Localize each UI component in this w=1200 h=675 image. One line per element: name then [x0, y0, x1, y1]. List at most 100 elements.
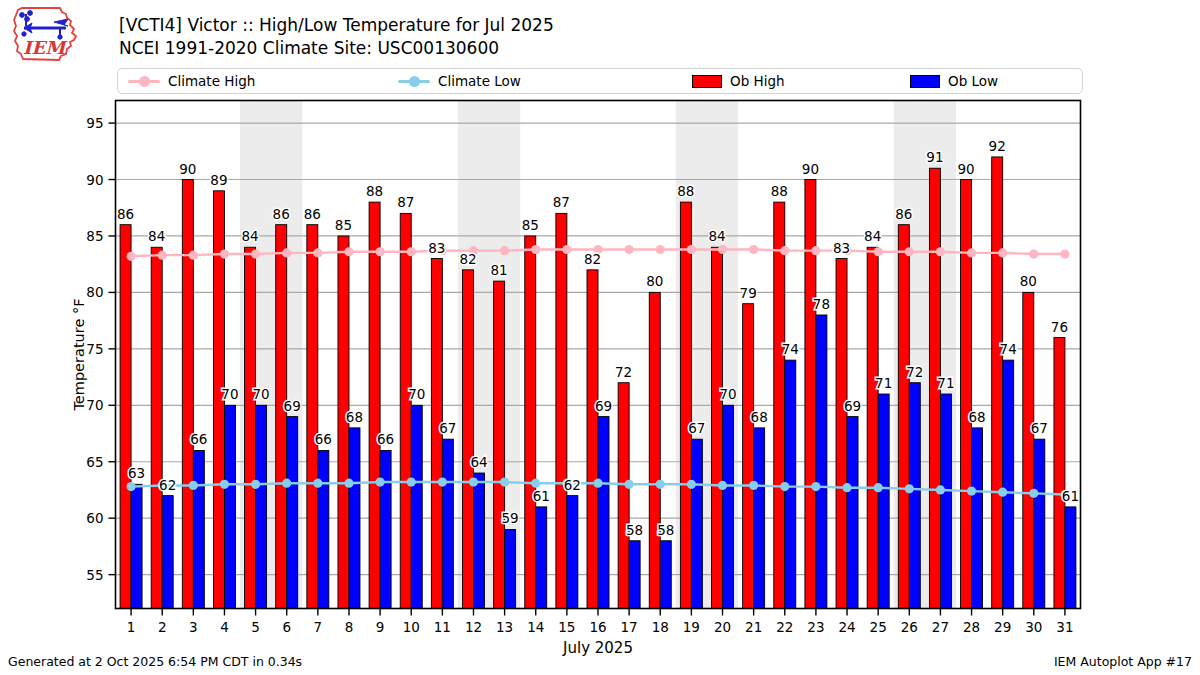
ob-low-bar	[940, 394, 951, 608]
ob-low-value-label: 78	[813, 296, 830, 312]
ob-low-value-label: 61	[1062, 488, 1079, 504]
ob-low-value-label: 61	[533, 488, 550, 504]
ob-low-bar	[816, 315, 827, 609]
ob-high-value-label: 87	[553, 194, 570, 210]
y-tick-label: 70	[86, 397, 103, 413]
y-tick-label: 85	[86, 228, 103, 244]
climate-low-marker	[593, 479, 602, 488]
ob-low-value-label: 64	[470, 454, 487, 470]
climate-high-marker	[811, 246, 820, 255]
ob-low-bar	[878, 394, 889, 608]
ob-low-value-label: 66	[315, 431, 332, 447]
ob-high-value-label: 86	[304, 206, 321, 222]
climate-low-marker	[438, 477, 447, 486]
ob-low-value-label: 70	[252, 386, 269, 402]
ob-low-value-label: 70	[719, 386, 736, 402]
x-tick-label: 28	[963, 619, 980, 635]
climate-low-marker	[811, 482, 820, 491]
climate-low-marker	[251, 480, 260, 489]
ob-high-value-label: 85	[522, 217, 539, 233]
ob-high-bar	[618, 383, 629, 609]
ob-high-value-label: 79	[740, 285, 757, 301]
ob-low-value-label: 62	[159, 477, 176, 493]
ob-high-value-label: 87	[397, 194, 414, 210]
ob-low-bar	[536, 507, 547, 609]
ob-low-bar	[442, 439, 453, 608]
ob-high-value-label: 76	[1051, 319, 1068, 335]
ob-high-value-label: 86	[117, 206, 134, 222]
generated-timestamp: Generated at 2 Oct 2025 6:54 PM CDT in 0…	[8, 654, 302, 669]
climate-high-marker	[500, 246, 509, 255]
ob-low-value-label: 69	[844, 398, 861, 414]
x-tick-label: 15	[558, 619, 575, 635]
ob-high-value-label: 81	[491, 262, 508, 278]
ob-low-value-label: 68	[751, 409, 768, 425]
ob-low-value-label: 71	[875, 375, 892, 391]
x-tick-label: 13	[496, 619, 513, 635]
x-tick-label: 11	[434, 619, 451, 635]
x-tick-label: 29	[994, 619, 1011, 635]
ob-high-value-label: 72	[615, 364, 632, 380]
ob-high-value-label: 91	[926, 149, 943, 165]
ob-high-bar	[120, 225, 131, 609]
ob-high-value-label: 90	[179, 161, 196, 177]
ob-high-bar	[525, 236, 536, 609]
climate-low-marker	[687, 480, 696, 489]
x-tick-label: 4	[220, 619, 229, 635]
x-tick-label: 18	[652, 619, 669, 635]
ob-low-value-label: 68	[346, 409, 363, 425]
ob-low-bar	[723, 405, 734, 608]
climate-low-marker	[718, 481, 727, 490]
ob-low-bar	[162, 496, 173, 609]
ob-high-bar	[898, 225, 909, 609]
climate-high-marker	[313, 248, 322, 257]
x-tick-label: 30	[1025, 619, 1042, 635]
ob-low-bar	[598, 417, 609, 609]
ob-high-bar	[774, 202, 785, 608]
y-tick-label: 65	[86, 454, 103, 470]
x-tick-label: 10	[403, 619, 420, 635]
x-tick-label: 2	[158, 619, 167, 635]
ob-low-bar	[224, 405, 235, 608]
ob-high-value-label: 90	[957, 161, 974, 177]
x-tick-label: 5	[251, 619, 260, 635]
ob-low-bar	[287, 417, 298, 609]
x-tick-label: 16	[589, 619, 606, 635]
iem-autoplot-page: { "header": { "logo_text": "IEM", "title…	[0, 0, 1200, 675]
ob-low-value-label: 63	[128, 465, 145, 481]
ob-high-bar	[680, 202, 691, 608]
climate-high-marker	[375, 247, 384, 256]
ob-high-bar	[276, 225, 287, 609]
ob-high-bar	[992, 157, 1003, 609]
y-tick-label: 80	[86, 284, 103, 300]
ob-high-value-label: 92	[989, 138, 1006, 154]
ob-low-bar	[1003, 360, 1014, 608]
x-tick-label: 8	[345, 619, 354, 635]
ob-high-bar	[462, 270, 473, 609]
climate-low-marker	[500, 477, 509, 486]
ob-low-value-label: 71	[937, 375, 954, 391]
ob-high-bar	[836, 259, 847, 609]
x-tick-label: 22	[776, 619, 793, 635]
y-axis-label: Temperature °F	[71, 298, 87, 411]
ob-low-value-label: 58	[626, 522, 643, 538]
climate-high-marker	[407, 247, 416, 256]
ob-low-bar	[847, 417, 858, 609]
climate-high-marker	[1029, 249, 1038, 258]
climate-high-marker	[531, 245, 540, 254]
climate-low-marker	[967, 486, 976, 495]
ob-low-bar	[473, 473, 484, 608]
ob-high-bar	[1054, 338, 1065, 609]
ob-low-bar	[131, 484, 142, 608]
climate-high-marker	[158, 251, 167, 260]
y-tick-label: 60	[86, 510, 103, 526]
x-tick-label: 6	[282, 619, 291, 635]
ob-high-value-label: 89	[210, 172, 227, 188]
ob-high-value-label: 86	[273, 206, 290, 222]
y-tick-label: 55	[86, 567, 103, 583]
x-tick-label: 21	[745, 619, 762, 635]
app-credit: IEM Autoplot App #17	[1054, 654, 1192, 669]
ob-low-value-label: 74	[1000, 341, 1017, 357]
x-tick-label: 27	[932, 619, 949, 635]
ob-low-bar	[691, 439, 702, 608]
